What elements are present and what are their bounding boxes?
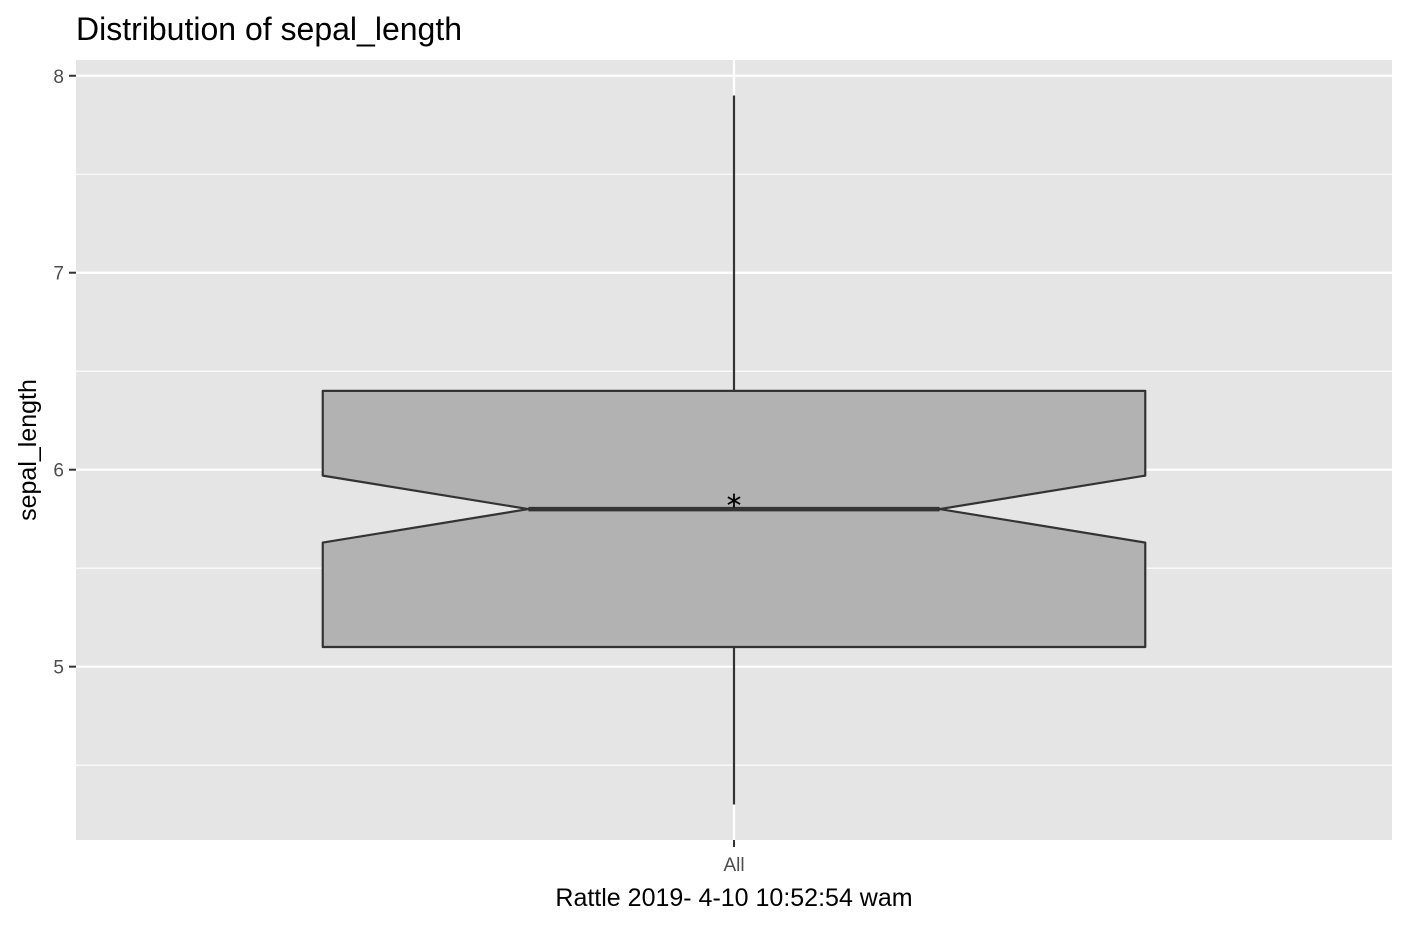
y-tick-label: 8 [53, 67, 64, 88]
x-tick-label: All [723, 855, 744, 876]
mean-marker-stroke [727, 496, 741, 505]
x-axis-title: Rattle 2019- 4-10 10:52:54 wam [555, 884, 912, 912]
y-axis-title: sepal_length [14, 379, 42, 521]
box-layer [321, 95, 1147, 805]
mean-marker [727, 493, 741, 508]
y-tick-label: 7 [53, 264, 64, 285]
y-tick-label: 6 [53, 461, 64, 482]
x-axis: All [723, 840, 745, 876]
chart-title: Distribution of sepal_length [76, 11, 462, 47]
y-tick-label: 5 [53, 658, 64, 679]
y-axis: 5 6 7 8 [53, 67, 76, 679]
notched-box [321, 389, 1147, 649]
